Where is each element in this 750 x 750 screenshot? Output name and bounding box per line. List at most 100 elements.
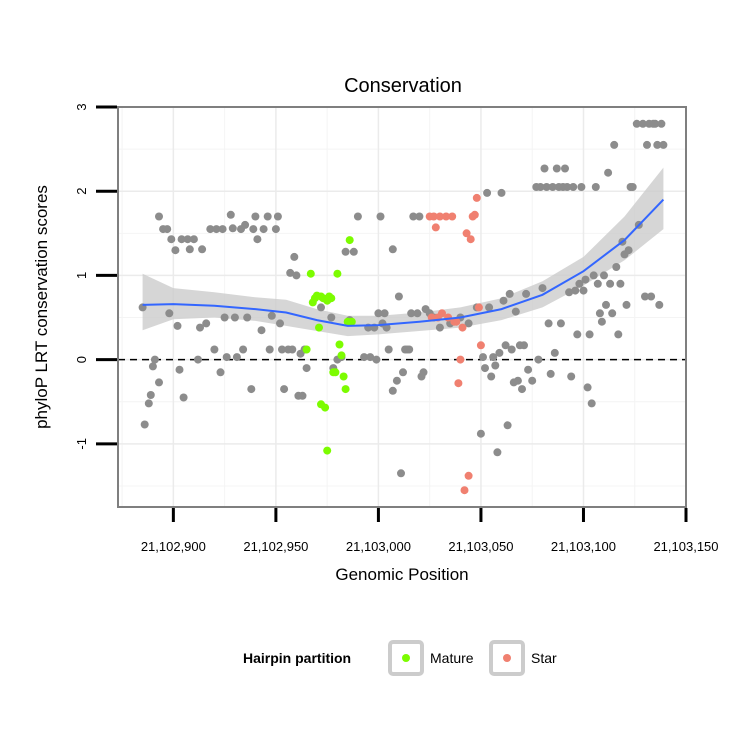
point-other xyxy=(155,212,163,221)
point-other xyxy=(394,292,403,301)
point-other xyxy=(183,235,192,244)
point-other xyxy=(653,140,662,149)
legend: Hairpin partition Mature Star xyxy=(243,640,557,676)
point-other xyxy=(155,378,163,387)
point-other xyxy=(487,372,496,381)
point-mature xyxy=(327,294,336,303)
point-other xyxy=(372,355,381,364)
smooth-layer xyxy=(142,198,665,327)
point-other xyxy=(259,225,268,234)
point-other xyxy=(638,119,647,128)
point-other xyxy=(503,421,512,430)
point-star xyxy=(448,212,457,221)
point-other xyxy=(597,317,606,326)
point-other xyxy=(399,368,407,377)
legend-entry-star: Star xyxy=(489,640,557,676)
point-other xyxy=(165,309,174,318)
point-other xyxy=(501,341,510,350)
point-mature xyxy=(345,236,354,245)
point-other xyxy=(616,279,625,288)
point-other xyxy=(583,383,592,392)
point-other xyxy=(610,140,619,149)
point-other xyxy=(146,391,155,399)
point-other xyxy=(518,385,526,394)
point-other xyxy=(624,246,633,255)
point-other xyxy=(573,330,582,339)
series-star xyxy=(425,193,485,495)
point-other xyxy=(380,309,389,318)
point-other xyxy=(641,292,649,301)
point-other xyxy=(415,212,424,221)
y-axis-title: phyloP LRT conservation scores xyxy=(32,185,51,429)
point-other xyxy=(577,183,586,191)
point-other xyxy=(171,246,180,255)
point-other xyxy=(612,263,621,271)
point-other xyxy=(247,385,256,394)
point-mature xyxy=(331,368,340,377)
y-tick-label: 1 xyxy=(74,272,89,279)
point-other xyxy=(243,313,252,322)
point-star xyxy=(460,486,469,495)
point-other xyxy=(579,286,588,295)
point-other xyxy=(552,164,561,173)
point-other xyxy=(276,319,284,328)
x-tick-label: 21,103,050 xyxy=(448,539,513,554)
point-other xyxy=(495,348,504,357)
x-axis-title: Genomic Position xyxy=(335,565,468,584)
point-other xyxy=(194,355,202,364)
point-other xyxy=(374,309,383,318)
point-other xyxy=(360,353,369,362)
x-tick-label: 21,103,150 xyxy=(653,539,718,554)
point-star xyxy=(472,193,481,202)
point-other xyxy=(384,345,393,354)
point-other xyxy=(581,275,590,284)
point-other xyxy=(655,300,664,309)
point-other xyxy=(589,271,598,280)
point-other xyxy=(179,393,188,402)
point-other xyxy=(397,469,405,478)
point-star xyxy=(442,212,451,221)
point-other xyxy=(286,268,295,277)
legend-key-mature-dot xyxy=(402,654,410,662)
point-other xyxy=(608,309,617,318)
point-other xyxy=(251,212,260,221)
x-tick-label: 21,103,100 xyxy=(551,539,616,554)
point-other xyxy=(407,309,416,318)
point-other xyxy=(167,235,176,244)
point-other xyxy=(366,353,375,362)
point-star xyxy=(466,235,475,244)
point-star xyxy=(438,309,446,318)
smooth-line xyxy=(142,198,665,327)
point-other xyxy=(212,225,221,234)
legend-entry-mature: Mature xyxy=(388,640,474,676)
point-mature xyxy=(339,372,348,381)
point-other xyxy=(534,355,543,364)
point-mature xyxy=(323,446,332,455)
legend-label-mature: Mature xyxy=(430,650,474,666)
point-other xyxy=(392,376,401,385)
y-tick-label: 0 xyxy=(74,356,89,363)
point-other xyxy=(591,183,600,191)
point-other xyxy=(548,183,557,191)
points-layer xyxy=(138,119,668,495)
point-other xyxy=(435,323,444,332)
point-other xyxy=(544,319,553,328)
point-other xyxy=(497,188,506,197)
point-other xyxy=(524,365,533,374)
legend-label-star: Star xyxy=(531,650,557,666)
point-other xyxy=(317,303,325,312)
point-star xyxy=(464,471,473,480)
point-other xyxy=(163,225,172,234)
point-star xyxy=(431,223,440,232)
point-other xyxy=(220,313,229,322)
point-mature xyxy=(333,269,342,278)
point-other xyxy=(239,345,248,354)
point-other xyxy=(353,212,362,221)
point-other xyxy=(226,210,235,219)
point-other xyxy=(614,330,623,339)
point-other xyxy=(479,353,487,362)
point-other xyxy=(265,345,274,354)
point-other xyxy=(593,279,602,288)
point-other xyxy=(148,362,157,371)
point-other xyxy=(382,323,391,332)
